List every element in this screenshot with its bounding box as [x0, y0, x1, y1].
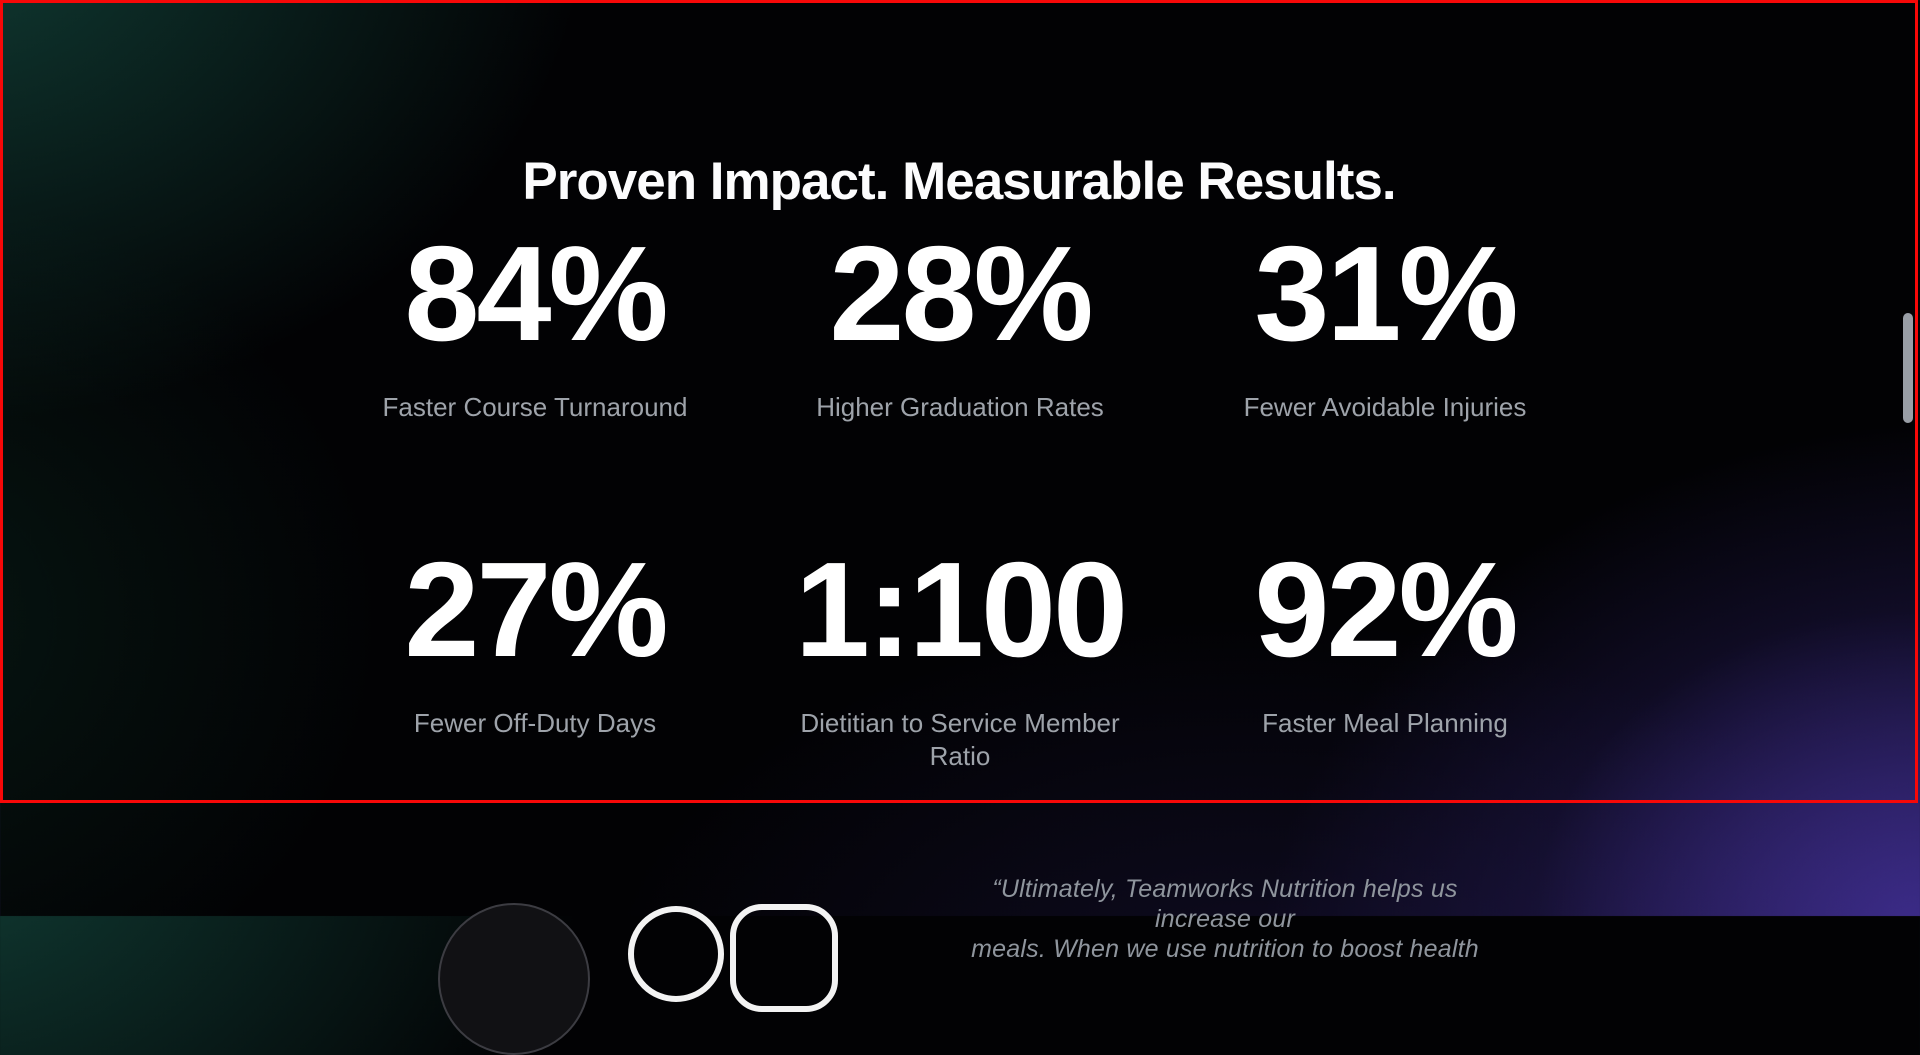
stat-label: Faster Course Turnaround — [382, 392, 688, 422]
stat-card-dietitian-ratio: 1:100 Dietitian to Service Member Ratio — [775, 542, 1145, 773]
stat-value: 28% — [829, 218, 1093, 369]
stat-card-avoidable-injuries: 31% Fewer Avoidable Injuries — [1200, 226, 1570, 424]
stat-label: Fewer Off-Duty Days — [413, 708, 657, 738]
partner-logo-letter-icon — [628, 906, 724, 1002]
stat-card-course-turnaround: 84% Faster Course Turnaround — [350, 226, 720, 424]
stat-card-off-duty-days: 27% Fewer Off-Duty Days — [350, 542, 720, 773]
stat-label: Dietitian to Service Member Ratio — [800, 708, 1120, 771]
scrollbar-thumb[interactable] — [1903, 313, 1913, 423]
stat-card-graduation-rates: 28% Higher Graduation Rates — [775, 226, 1145, 424]
stat-label: Faster Meal Planning — [1262, 708, 1508, 738]
testimonial-quote-line-2: meals. When we use nutrition to boost he… — [971, 935, 1479, 963]
stat-value: 84% — [404, 218, 668, 369]
partner-logo-emblem-icon — [438, 903, 590, 1055]
stat-value: 27% — [404, 534, 668, 685]
testimonial-quote-line-1: “Ultimately, Teamworks Nutrition helps u… — [992, 875, 1458, 933]
stat-label: Higher Graduation Rates — [816, 392, 1104, 422]
section-title: Proven Impact. Measurable Results. — [522, 151, 1396, 211]
stat-label: Fewer Avoidable Injuries — [1243, 392, 1527, 422]
stats-grid: 84% Faster Course Turnaround 28% Higher … — [350, 226, 1570, 773]
stat-value: 1:100 — [794, 534, 1128, 685]
stat-value: 31% — [1254, 218, 1518, 369]
partner-logo-letter-icon — [730, 904, 838, 1012]
stat-card-meal-planning: 92% Faster Meal Planning — [1200, 542, 1570, 773]
stat-value: 92% — [1254, 534, 1518, 685]
testimonial-quote: “Ultimately, Teamworks Nutrition helps u… — [955, 874, 1495, 964]
